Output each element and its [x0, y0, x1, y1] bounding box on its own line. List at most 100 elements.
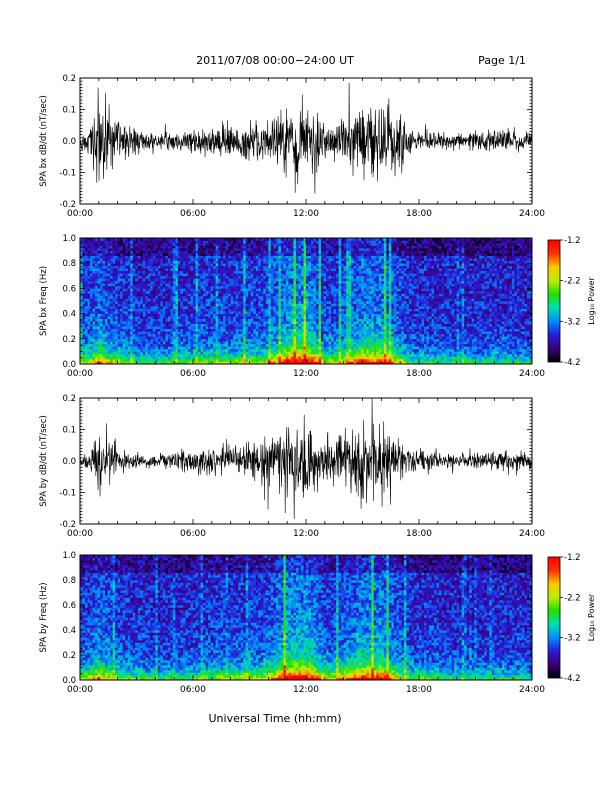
spectrogram-cell [246, 246, 249, 249]
spectrogram-cell [140, 281, 143, 284]
spectrogram-cell [175, 351, 178, 354]
spectrogram-cell [203, 241, 206, 244]
spectrogram-cell [188, 314, 191, 317]
spectrogram-cell [128, 306, 131, 309]
spectrogram-cell [135, 314, 138, 317]
spectrogram-cell [128, 321, 131, 324]
spectrogram-cell [148, 278, 151, 281]
spectrogram-cell [93, 341, 96, 344]
spectrogram-cell [211, 314, 214, 317]
spectrogram-cell [309, 261, 312, 264]
spectrogram-cell [213, 296, 216, 299]
spectrogram-cell [198, 271, 201, 274]
spectrogram-cell [185, 266, 188, 269]
spectrogram-cell [271, 263, 274, 266]
spectrogram-cell [118, 276, 121, 279]
spectrogram-cell [103, 346, 106, 349]
spectrogram-cell [233, 256, 236, 259]
spectrogram-cell [216, 261, 219, 264]
spectrogram-cell [158, 324, 161, 327]
spectrogram-cell [183, 288, 186, 291]
spectrogram-cell [266, 271, 269, 274]
spectrogram-cell [241, 314, 244, 317]
spectrogram-cell [243, 319, 246, 322]
spectrogram-cell [283, 316, 286, 319]
spectrogram-cell [226, 268, 229, 271]
spectrogram-cell [203, 296, 206, 299]
spectrogram-cell [95, 278, 98, 281]
spectrogram-cell [100, 266, 103, 269]
spectrogram-cell [115, 281, 118, 284]
spectrogram-cell [163, 296, 166, 299]
spectrogram-cell [211, 331, 214, 334]
spectrogram-cell [208, 288, 211, 291]
spectrogram-cell [213, 354, 216, 357]
spectrogram-cell [314, 243, 317, 246]
spectrogram-cell [175, 326, 178, 329]
spectrogram-cell [188, 271, 191, 274]
spectrogram-cell [143, 261, 146, 264]
spectrogram-cell [196, 334, 199, 337]
spectrogram-cell [153, 309, 156, 312]
spectrogram-cell [246, 281, 249, 284]
spectrogram-cell [241, 296, 244, 299]
spectrogram-cell [98, 258, 101, 261]
spectrogram-cell [251, 293, 254, 296]
spectrogram-cell [303, 306, 306, 309]
spectrogram-cell [115, 291, 118, 294]
spectrogram-cell [113, 316, 116, 319]
spectrogram-cell [201, 309, 204, 312]
spectrogram-cell [168, 258, 171, 261]
spectrogram-cell [311, 286, 314, 289]
spectrogram-cell [241, 301, 244, 304]
spectrogram-cell [170, 241, 173, 244]
spectrogram-cell [316, 346, 319, 349]
spectrogram-cell [170, 261, 173, 264]
spectrogram-cell [103, 298, 106, 301]
spectrogram-cell [110, 309, 113, 312]
spectrogram-cell [241, 344, 244, 347]
spectrogram-cell [163, 251, 166, 254]
spectrogram-cell [208, 344, 211, 347]
spectrogram-cell [93, 286, 96, 289]
spectrogram-cell [185, 278, 188, 281]
spectrogram-cell [233, 248, 236, 251]
spectrogram-cell [268, 258, 271, 261]
spectrogram-cell [196, 286, 199, 289]
spectrogram-cell [303, 354, 306, 357]
spectrogram-cell [319, 309, 322, 312]
spectrogram-cell [223, 281, 226, 284]
spectrogram-cell [105, 246, 108, 249]
spectrogram-cell [88, 258, 91, 261]
spectrogram-cell [248, 248, 251, 251]
spectrogram-cell [306, 298, 309, 301]
spectrogram-cell [206, 311, 209, 314]
spectrogram-cell [281, 326, 284, 329]
spectrogram-cell [135, 281, 138, 284]
spectrogram-cell [248, 263, 251, 266]
spectrogram-cell [258, 258, 261, 261]
spectrogram-cell [128, 314, 131, 317]
spectrogram-cell [266, 336, 269, 339]
spectrogram-cell [165, 248, 168, 251]
spectrogram-cell [278, 248, 281, 251]
spectrogram-cell [88, 306, 91, 309]
spectrogram-cell [105, 311, 108, 314]
spectrogram-cell [110, 319, 113, 322]
spectrogram-cell [140, 304, 143, 307]
spectrogram-cell [321, 291, 324, 294]
spectrogram-cell [88, 336, 91, 339]
spectrogram-cell [281, 309, 284, 312]
spectrogram-cell [276, 281, 279, 284]
spectrogram-cell [170, 309, 173, 312]
spectrogram-cell [123, 246, 126, 249]
spectrogram-cell [248, 251, 251, 254]
spectrogram-cell [110, 288, 113, 291]
spectrogram-cell [138, 306, 141, 309]
spectrogram-cell [298, 288, 301, 291]
spectrogram-cell [198, 329, 201, 332]
spectrogram-cell [105, 326, 108, 329]
spectrogram-cell [301, 321, 304, 324]
spectrogram-cell [125, 304, 128, 307]
spectrogram-cell [123, 261, 126, 264]
